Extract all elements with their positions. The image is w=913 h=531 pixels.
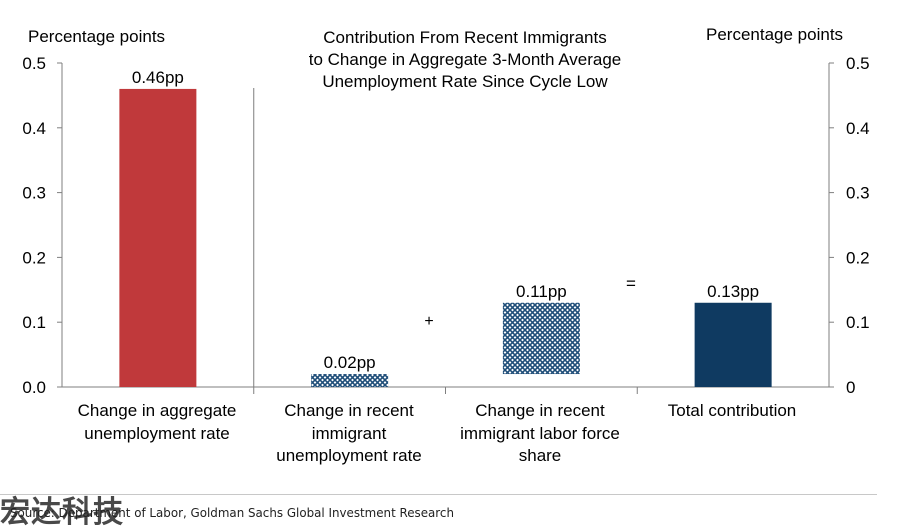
bar bbox=[311, 374, 389, 387]
source-note: Source: Department of Labor, Goldman Sac… bbox=[10, 505, 454, 520]
category-label-labor-force-share: Change in recent immigrant labor force s… bbox=[445, 400, 635, 468]
category-label-line: Total contribution bbox=[667, 401, 797, 420]
chart-title-line-3: Unemployment Rate Since Cycle Low bbox=[322, 72, 608, 91]
left-y-tick-label: 0.2 bbox=[22, 248, 46, 267]
bar-value-label: 0.02pp bbox=[324, 353, 376, 372]
category-label-total: Total contribution bbox=[637, 400, 827, 423]
right-y-tick-label: 0.2 bbox=[846, 248, 870, 267]
equals-operator: = bbox=[626, 274, 636, 293]
bar bbox=[694, 302, 772, 387]
right-y-tick-label: 0.4 bbox=[846, 119, 870, 138]
left-axis-title: Percentage points bbox=[28, 27, 166, 46]
right-y-tick-label: 0 bbox=[846, 378, 855, 397]
category-label-immigrant-unemployment: Change in recent immigrant unemployment … bbox=[254, 400, 444, 468]
category-label-line: unemployment rate bbox=[276, 446, 422, 465]
left-y-tick-label: 0.0 bbox=[22, 378, 46, 397]
plus-operator: + bbox=[424, 313, 433, 330]
right-axis-title: Percentage points bbox=[706, 25, 844, 44]
category-label-line: unemployment rate bbox=[84, 423, 230, 443]
left-y-tick-label: 0.1 bbox=[22, 313, 46, 332]
category-label-line: Change in aggregate bbox=[77, 401, 237, 420]
right-y-tick-label: 0.5 bbox=[846, 54, 870, 73]
left-y-tick-label: 0.3 bbox=[22, 184, 46, 203]
category-label-line: immigrant labor force bbox=[460, 423, 620, 443]
footer-divider bbox=[0, 494, 877, 495]
chart-title-line-2: to Change in Aggregate 3-Month Average bbox=[308, 50, 622, 69]
category-label-line: Change in recent bbox=[284, 401, 414, 420]
bar-value-label: 0.46pp bbox=[132, 68, 184, 87]
category-label-line: immigrant bbox=[311, 423, 387, 443]
bar-value-label: 0.11pp bbox=[516, 282, 567, 301]
chart-title-line-1: Contribution From Recent Immigrants bbox=[323, 28, 607, 47]
right-y-tick-label: 0.1 bbox=[846, 313, 870, 332]
bar bbox=[119, 88, 197, 388]
bar-value-label: 0.13pp bbox=[707, 282, 759, 301]
right-y-tick-label: 0.3 bbox=[846, 184, 870, 203]
category-label-aggregate: Change in aggregate unemployment rate bbox=[62, 400, 252, 445]
category-label-line: share bbox=[518, 446, 562, 465]
left-y-tick-label: 0.4 bbox=[22, 119, 46, 138]
bar bbox=[502, 302, 580, 375]
category-label-line: Change in recent bbox=[475, 401, 605, 420]
watermark-logo: 宏达科技 bbox=[0, 495, 124, 530]
left-y-tick-label: 0.5 bbox=[22, 54, 46, 73]
chart-title: Contribution From Recent Immigrants to C… bbox=[262, 27, 668, 93]
